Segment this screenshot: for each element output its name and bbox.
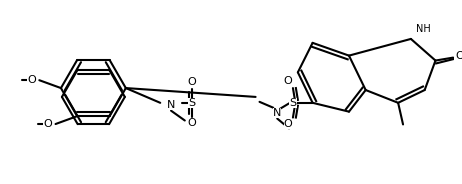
Text: O: O — [284, 119, 292, 129]
Text: N: N — [273, 108, 281, 118]
Text: O: O — [43, 119, 52, 129]
Text: O: O — [456, 51, 462, 61]
Text: N: N — [167, 100, 175, 110]
Text: O: O — [27, 75, 36, 85]
Text: O: O — [284, 76, 292, 86]
Text: NH: NH — [416, 24, 431, 34]
Text: S: S — [188, 98, 195, 108]
Text: S: S — [289, 98, 297, 108]
Text: O: O — [187, 77, 196, 87]
Text: O: O — [187, 118, 196, 128]
